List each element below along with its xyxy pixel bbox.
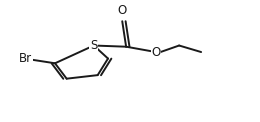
Text: O: O xyxy=(118,4,127,16)
Text: O: O xyxy=(151,46,160,59)
Text: S: S xyxy=(90,39,98,52)
Text: Br: Br xyxy=(19,52,32,65)
